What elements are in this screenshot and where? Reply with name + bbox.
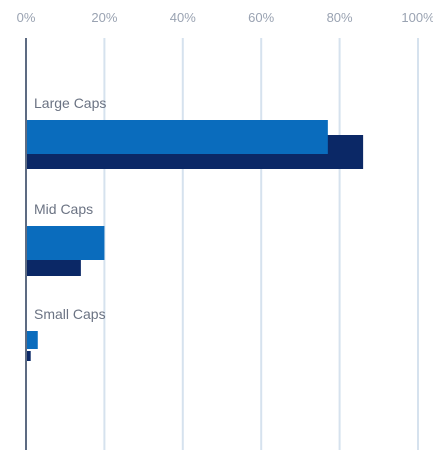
bars [26, 120, 364, 361]
x-tick-label: 80% [327, 10, 353, 25]
x-tick-labels: 0% 20% 40% 60% 80% 100% [17, 10, 433, 25]
bar-series-2 [26, 260, 81, 276]
x-tick-label: 60% [248, 10, 274, 25]
x-tick-label: 0% [17, 10, 36, 25]
bar-series-2 [26, 351, 31, 361]
category-label: Mid Caps [34, 201, 93, 217]
category-label: Small Caps [34, 306, 106, 322]
x-tick-label: 100% [401, 10, 433, 25]
category-label: Large Caps [34, 95, 106, 111]
bar-series-1 [26, 226, 105, 260]
bar-series-1 [26, 120, 328, 154]
x-tick-label: 20% [91, 10, 117, 25]
gridlines [103, 38, 419, 450]
x-tick-label: 40% [170, 10, 196, 25]
bar-series-1 [26, 331, 38, 349]
category-labels: Large Caps Mid Caps Small Caps [34, 95, 106, 322]
